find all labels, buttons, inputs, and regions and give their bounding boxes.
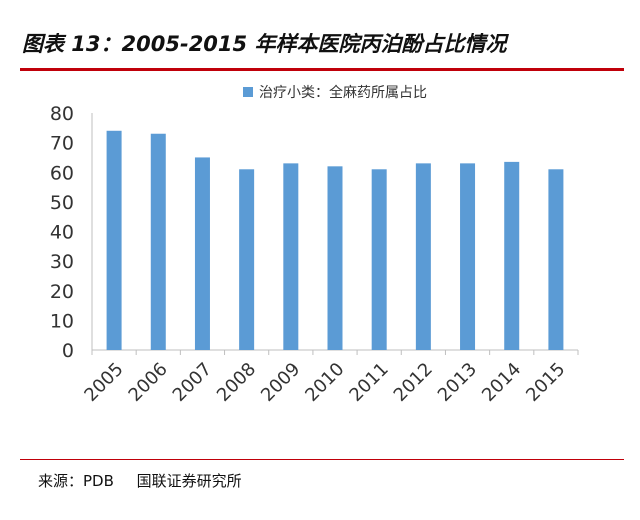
- y-tick-label: 50: [50, 192, 74, 214]
- x-tick-label: 2005: [80, 359, 127, 406]
- bar-2007: [194, 157, 210, 350]
- x-tick-label: 2012: [390, 359, 437, 406]
- y-tick-label: 70: [50, 133, 74, 155]
- x-tick-label: 2015: [522, 359, 569, 406]
- footer-divider: [20, 459, 624, 460]
- bar-2008: [239, 169, 255, 350]
- x-tick-label: 2009: [257, 359, 304, 406]
- bar-2013: [460, 163, 476, 350]
- bar-2012: [415, 163, 431, 350]
- bar-2010: [327, 166, 343, 350]
- y-tick-label: 10: [50, 310, 74, 332]
- x-tick-label: 2008: [213, 359, 260, 406]
- x-tick-label: 2006: [125, 359, 172, 406]
- bar-2014: [504, 161, 520, 350]
- source-label: 来源：PDB: [38, 472, 114, 490]
- bar-2011: [371, 169, 387, 350]
- chart-title: 图表 13：2005-2015 年样本医院丙泊酚占比情况: [22, 32, 507, 56]
- legend-swatch: [243, 87, 253, 97]
- source-note: 来源：PDB 国联证券研究所: [38, 470, 260, 491]
- source-org: 国联证券研究所: [136, 472, 242, 490]
- bar-2005: [106, 130, 122, 350]
- x-tick-label: 2014: [478, 359, 525, 406]
- x-tick-label: 2007: [169, 359, 216, 406]
- bar-2006: [150, 133, 166, 350]
- y-tick-label: 80: [50, 103, 74, 125]
- x-tick-label: 2011: [345, 359, 392, 406]
- bar-2009: [283, 163, 299, 350]
- title-divider: [20, 68, 624, 71]
- x-tick-label: 2010: [301, 359, 348, 406]
- y-tick-label: 30: [50, 251, 74, 273]
- y-tick-label: 0: [62, 340, 74, 362]
- x-tick-label: 2013: [434, 359, 481, 406]
- legend-label: 治疗小类：全麻药所属占比: [259, 84, 427, 101]
- y-tick-label: 40: [50, 222, 74, 244]
- y-tick-label: 60: [50, 162, 74, 184]
- y-tick-label: 20: [50, 281, 74, 303]
- bar-2015: [548, 169, 564, 350]
- bar-chart: 治疗小类：全麻药所属占比0102030405060708020052006200…: [50, 84, 579, 406]
